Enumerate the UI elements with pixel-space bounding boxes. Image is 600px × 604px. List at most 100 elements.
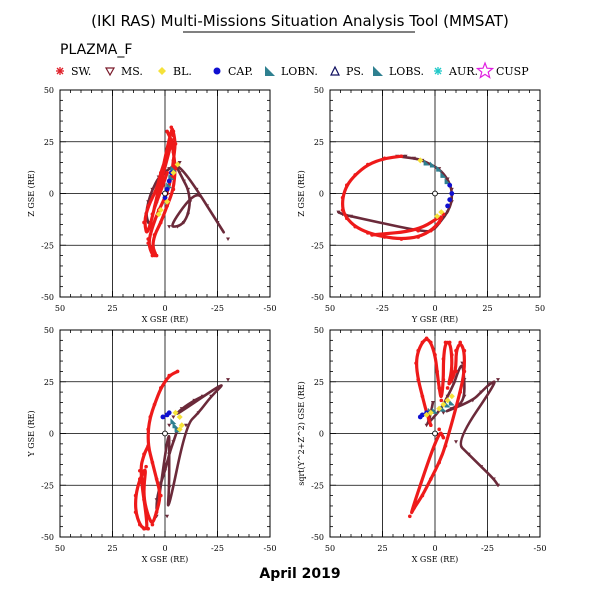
data-point-sw [167, 373, 171, 378]
x-axis-label: X GSE (RE) [142, 555, 189, 564]
x-tick-label: 0 [432, 544, 437, 553]
data-point-ms [200, 394, 205, 399]
legend-label: SW. [71, 65, 91, 78]
data-point-cap [449, 191, 455, 196]
legend-symbol-icon [56, 67, 64, 75]
data-point-sw [445, 386, 450, 390]
data-point-cap [164, 412, 170, 418]
legend-label: LOBS. [389, 65, 424, 78]
legend-symbol-icon [330, 65, 340, 76]
y-tick-label: 25 [44, 138, 54, 147]
data-point-ms [349, 214, 353, 219]
y-tick-label: 0 [49, 190, 54, 199]
data-point-ms [479, 465, 484, 469]
data-point-sw [437, 220, 442, 225]
data-point-sw [340, 195, 345, 200]
data-point-sw [443, 444, 448, 448]
legend-item: AUR. [434, 65, 478, 78]
data-point-ms [175, 225, 180, 229]
data-point-sw [437, 427, 442, 432]
data-point-ms [479, 390, 484, 395]
data-point-sw [154, 187, 159, 192]
data-point-lobn [444, 178, 451, 185]
data-point-sw [152, 233, 157, 237]
chart-panel-bottom-right: 50 25 0 -25 -50 -50 -25 0 25 50 X GSE (RE) sqrt(Y^2… [297, 326, 546, 564]
data-layer [336, 154, 455, 241]
data-point-bl [417, 157, 424, 164]
data-point-ms [171, 440, 176, 444]
data-point-ms [146, 220, 151, 225]
y-tick-label: -50 [41, 533, 54, 542]
data-point-sw [146, 526, 150, 531]
data-point-ms [196, 411, 201, 415]
x-tick-label: 50 [325, 304, 335, 313]
data-point-bl [444, 397, 451, 404]
data-point-sw [154, 510, 159, 514]
grid-lines [59, 89, 271, 298]
legend-label: PS. [346, 65, 364, 78]
data-point-sw [345, 183, 349, 188]
data-point-ms [205, 204, 209, 208]
y-tick-label: 50 [314, 86, 324, 95]
data-point-bl [172, 409, 179, 416]
data-point-sw [353, 173, 358, 177]
data-point-ms [167, 225, 172, 229]
data-point-ms [154, 498, 159, 502]
data-point-sw [146, 444, 150, 448]
data-point-cap [162, 195, 168, 201]
data-point-sw [171, 129, 176, 134]
data-point-ms [167, 167, 172, 171]
data-point-sw [171, 158, 176, 163]
data-point-ms [167, 485, 172, 490]
data-point-sw [416, 377, 421, 382]
data-point-sw [173, 142, 178, 146]
y-tick-label: -25 [41, 481, 54, 490]
data-point-ms [424, 423, 429, 428]
data-point-lobn [166, 182, 173, 189]
data-point-ms [445, 177, 450, 182]
data-point-sw [353, 224, 358, 229]
data-point-lobn [448, 399, 455, 406]
data-point-sw [154, 253, 159, 258]
data-point-sw [450, 369, 454, 374]
data-point-sw [433, 353, 437, 357]
data-point-sw [408, 514, 412, 519]
data-point-sw [146, 204, 150, 208]
data-point-sw [133, 510, 138, 514]
data-point-sw [165, 129, 169, 134]
data-point-bl [164, 198, 171, 205]
data-point-ms [177, 160, 182, 165]
data-point-sw [454, 348, 458, 353]
data-point-bl [423, 411, 430, 418]
data-point-sw [150, 253, 155, 258]
data-point-sw [462, 369, 467, 374]
data-point-sw [165, 171, 169, 175]
region-legend: SW. MS. BL. CAP. LOBN. PS. LOBS. AUR. CUSP [56, 61, 529, 79]
data-point-sw [429, 423, 433, 428]
data-point-sw [169, 137, 174, 142]
x-tick-label: -50 [264, 544, 277, 553]
x-tick-label: -50 [264, 304, 277, 313]
legend-symbol-icon [213, 67, 221, 75]
data-point-ms [226, 237, 230, 242]
x-axis-label: Y GSE (RE) [411, 315, 458, 324]
data-point-lobn [440, 171, 447, 178]
data-point-cap [166, 178, 172, 184]
legend-symbol-icon [434, 67, 442, 75]
data-point-bl [427, 409, 434, 416]
x-tick-label: -50 [534, 544, 547, 553]
y-tick-label: 50 [314, 326, 324, 335]
chart-panel-top-left: 50 25 0 -25 -50 -50 -25 0 25 50 X GSE (RE) Z GSE (R… [27, 86, 276, 324]
data-point-lobn [429, 161, 436, 168]
data-point-ms [188, 200, 193, 204]
data-point-sw [437, 460, 442, 465]
legend-symbol-icon [158, 67, 166, 75]
chart-panels: 50 25 0 -25 -50 -50 -25 0 25 50 X GSE (RE) Z GSE (R… [27, 86, 546, 564]
y-tick-label: 25 [314, 138, 324, 147]
earth-marker [162, 190, 168, 197]
data-point-ms [441, 411, 446, 415]
data-point-sw [133, 493, 138, 498]
data-point-ms [226, 378, 230, 382]
data-point-bl [170, 169, 177, 176]
data-point-sw [345, 216, 349, 221]
